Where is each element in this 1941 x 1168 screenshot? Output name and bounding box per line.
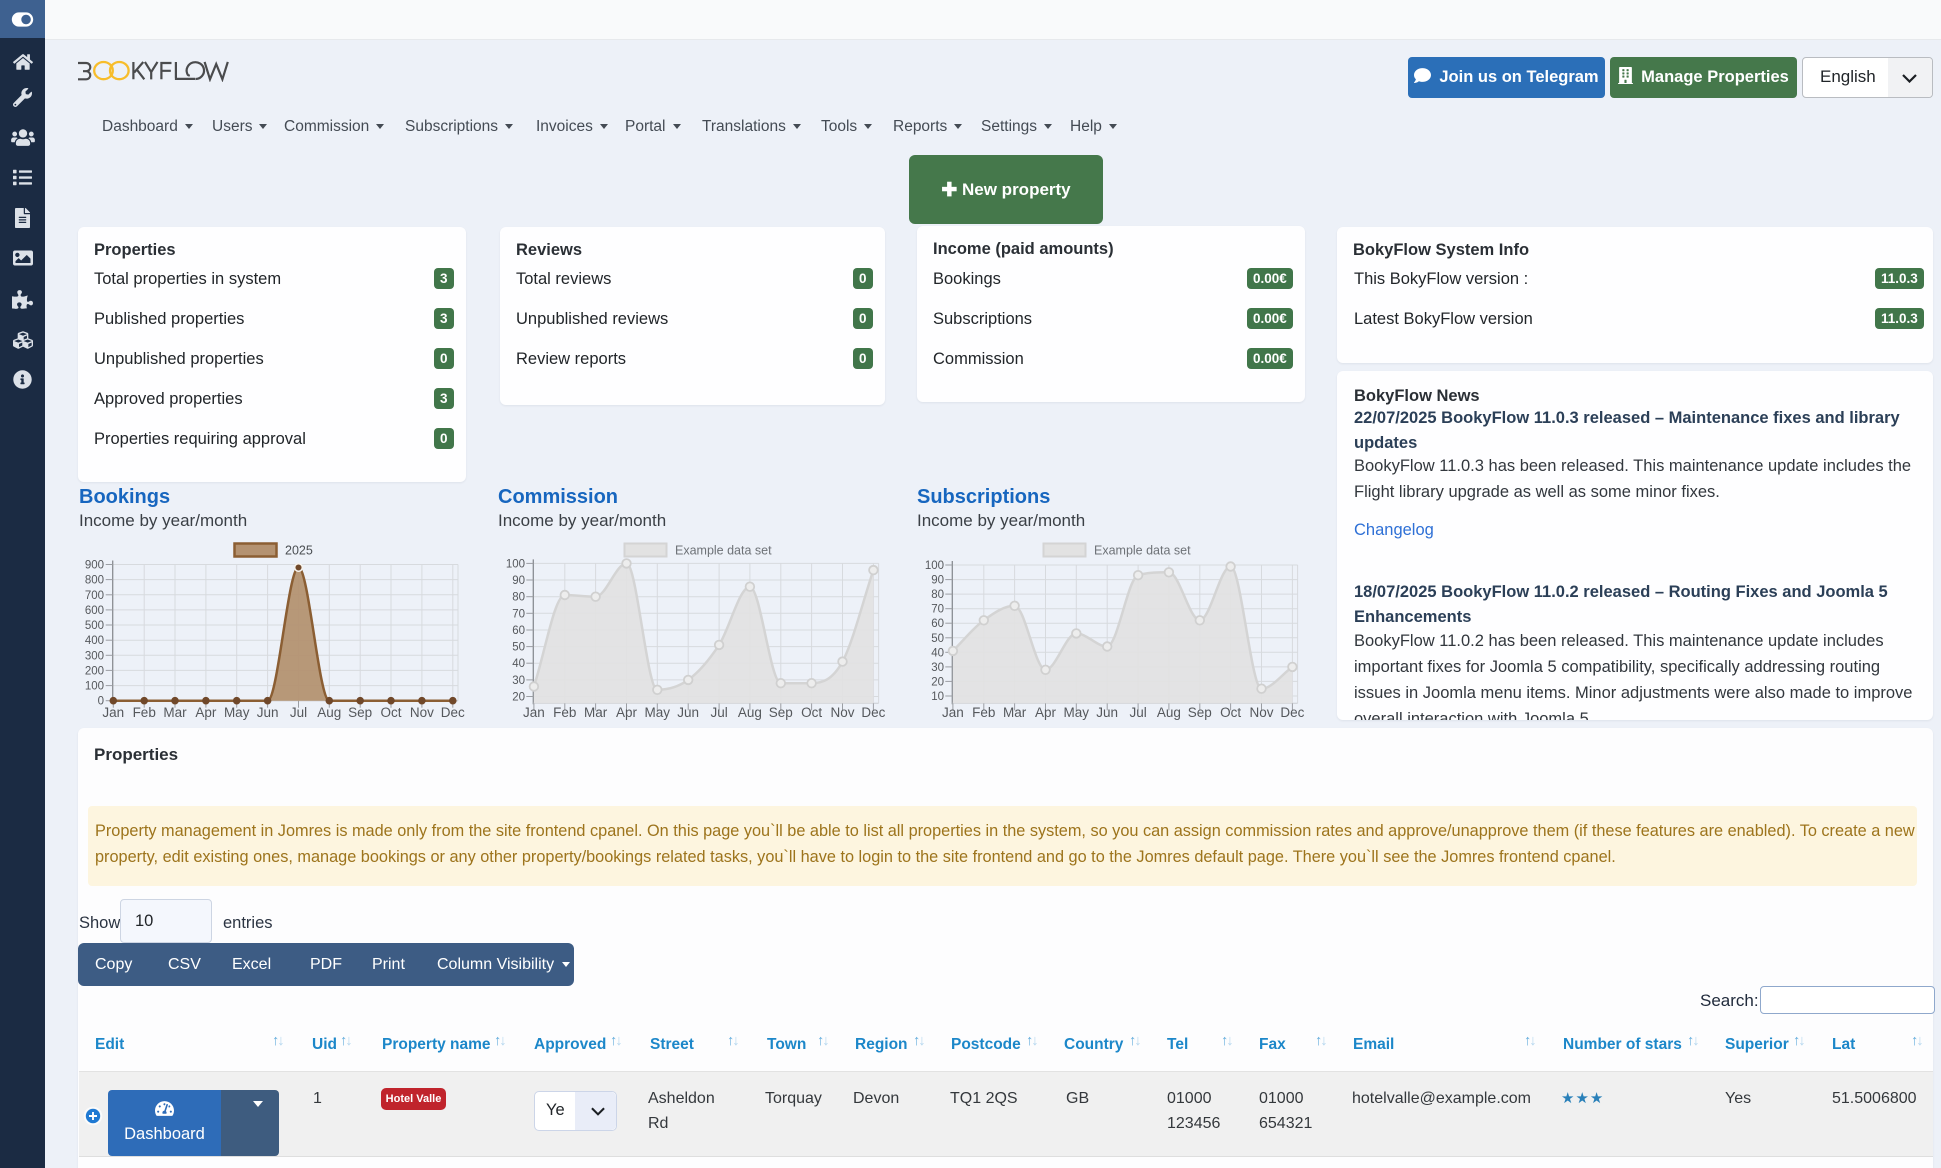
svg-text:Feb: Feb: [553, 705, 576, 720]
svg-text:Jan: Jan: [523, 705, 545, 720]
svg-text:Oct: Oct: [380, 705, 401, 720]
svg-text:400: 400: [85, 635, 104, 647]
svg-text:Jan: Jan: [942, 705, 964, 720]
svg-text:50: 50: [931, 633, 944, 645]
svg-text:Apr: Apr: [616, 705, 638, 720]
svg-text:Example data set: Example data set: [675, 544, 772, 558]
svg-text:Dec: Dec: [861, 705, 885, 720]
svg-text:Example data set: Example data set: [1094, 544, 1191, 558]
svg-text:10: 10: [931, 691, 944, 703]
svg-text:50: 50: [512, 642, 525, 654]
svg-text:May: May: [1064, 705, 1090, 720]
svg-text:600: 600: [85, 605, 104, 617]
svg-text:100: 100: [506, 558, 525, 570]
svg-text:300: 300: [85, 650, 104, 662]
svg-text:Mar: Mar: [163, 705, 187, 720]
svg-text:90: 90: [512, 575, 525, 587]
svg-text:Mar: Mar: [584, 705, 608, 720]
svg-text:90: 90: [931, 575, 944, 587]
svg-text:100: 100: [925, 560, 944, 572]
svg-text:80: 80: [931, 589, 944, 601]
svg-text:Sep: Sep: [769, 705, 793, 720]
svg-text:Apr: Apr: [195, 705, 217, 720]
svg-text:900: 900: [85, 560, 104, 572]
svg-text:40: 40: [931, 647, 944, 659]
svg-text:Nov: Nov: [410, 705, 434, 720]
svg-text:Jul: Jul: [1129, 705, 1146, 720]
svg-text:May: May: [645, 705, 671, 720]
svg-text:Jun: Jun: [257, 705, 279, 720]
svg-text:20: 20: [931, 676, 944, 688]
svg-text:70: 70: [512, 608, 525, 620]
svg-text:200: 200: [85, 665, 104, 677]
svg-text:Nov: Nov: [830, 705, 854, 720]
svg-text:500: 500: [85, 620, 104, 632]
svg-text:700: 700: [85, 590, 104, 602]
svg-text:30: 30: [512, 675, 525, 687]
svg-text:Sep: Sep: [1188, 705, 1212, 720]
svg-text:100: 100: [85, 681, 104, 693]
svg-text:2025: 2025: [285, 544, 313, 558]
svg-text:Oct: Oct: [801, 705, 822, 720]
svg-text:Aug: Aug: [738, 705, 762, 720]
svg-text:Oct: Oct: [1220, 705, 1241, 720]
svg-text:Aug: Aug: [317, 705, 341, 720]
svg-text:30: 30: [931, 662, 944, 674]
svg-text:40: 40: [512, 658, 525, 670]
svg-text:80: 80: [512, 592, 525, 604]
svg-text:60: 60: [931, 618, 944, 630]
svg-text:Dec: Dec: [441, 705, 465, 720]
svg-text:60: 60: [512, 625, 525, 637]
svg-text:May: May: [224, 705, 250, 720]
svg-text:Jan: Jan: [102, 705, 124, 720]
svg-text:Apr: Apr: [1035, 705, 1057, 720]
svg-text:Feb: Feb: [972, 705, 995, 720]
svg-text:70: 70: [931, 604, 944, 616]
svg-text:0: 0: [98, 696, 104, 708]
svg-text:Aug: Aug: [1157, 705, 1181, 720]
svg-text:Feb: Feb: [133, 705, 156, 720]
svg-text:Jun: Jun: [1096, 705, 1118, 720]
svg-text:Jul: Jul: [290, 705, 307, 720]
svg-text:800: 800: [85, 575, 104, 587]
svg-text:Sep: Sep: [348, 705, 372, 720]
svg-text:Dec: Dec: [1280, 705, 1304, 720]
svg-text:Jun: Jun: [677, 705, 699, 720]
svg-text:20: 20: [512, 692, 525, 704]
svg-text:Mar: Mar: [1003, 705, 1027, 720]
svg-text:Jul: Jul: [710, 705, 727, 720]
svg-text:Nov: Nov: [1249, 705, 1273, 720]
